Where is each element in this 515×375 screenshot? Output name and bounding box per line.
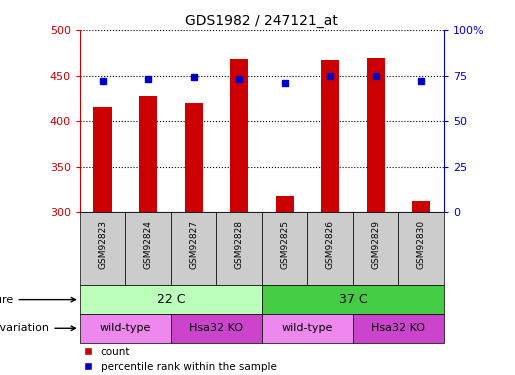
Bar bbox=[80, 212, 125, 285]
Bar bbox=[399, 212, 444, 285]
Bar bbox=[367, 58, 385, 212]
Text: GSM92829: GSM92829 bbox=[371, 220, 380, 268]
Bar bbox=[184, 103, 203, 212]
Text: GSM92830: GSM92830 bbox=[417, 220, 426, 269]
Bar bbox=[171, 314, 262, 343]
Legend: count, percentile rank within the sample: count, percentile rank within the sample bbox=[80, 343, 281, 375]
Text: Hsa32 KO: Hsa32 KO bbox=[190, 323, 244, 333]
Text: wild-type: wild-type bbox=[99, 323, 151, 333]
Bar bbox=[353, 314, 444, 343]
Text: GSM92823: GSM92823 bbox=[98, 220, 107, 268]
Bar bbox=[276, 196, 294, 212]
Bar bbox=[262, 212, 307, 285]
Bar bbox=[80, 314, 171, 343]
Bar bbox=[353, 212, 399, 285]
Bar bbox=[321, 60, 339, 212]
Bar bbox=[216, 212, 262, 285]
Text: genotype/variation: genotype/variation bbox=[0, 323, 76, 333]
Text: 22 C: 22 C bbox=[157, 293, 185, 306]
Text: 37 C: 37 C bbox=[338, 293, 367, 306]
Bar bbox=[262, 285, 444, 314]
Bar bbox=[171, 212, 216, 285]
Text: GSM92827: GSM92827 bbox=[189, 220, 198, 268]
Text: Hsa32 KO: Hsa32 KO bbox=[371, 323, 425, 333]
Bar bbox=[230, 59, 248, 212]
Bar bbox=[262, 314, 353, 343]
Text: GSM92824: GSM92824 bbox=[144, 220, 152, 268]
Text: GSM92825: GSM92825 bbox=[280, 220, 289, 268]
Text: temperature: temperature bbox=[0, 295, 76, 304]
Title: GDS1982 / 247121_at: GDS1982 / 247121_at bbox=[185, 13, 338, 28]
Text: wild-type: wild-type bbox=[282, 323, 333, 333]
Text: GSM92828: GSM92828 bbox=[235, 220, 244, 268]
Bar bbox=[139, 96, 157, 212]
Bar bbox=[94, 108, 112, 212]
Bar bbox=[80, 285, 262, 314]
Bar bbox=[412, 201, 430, 212]
Text: GSM92826: GSM92826 bbox=[325, 220, 335, 268]
Bar bbox=[125, 212, 171, 285]
Bar bbox=[307, 212, 353, 285]
